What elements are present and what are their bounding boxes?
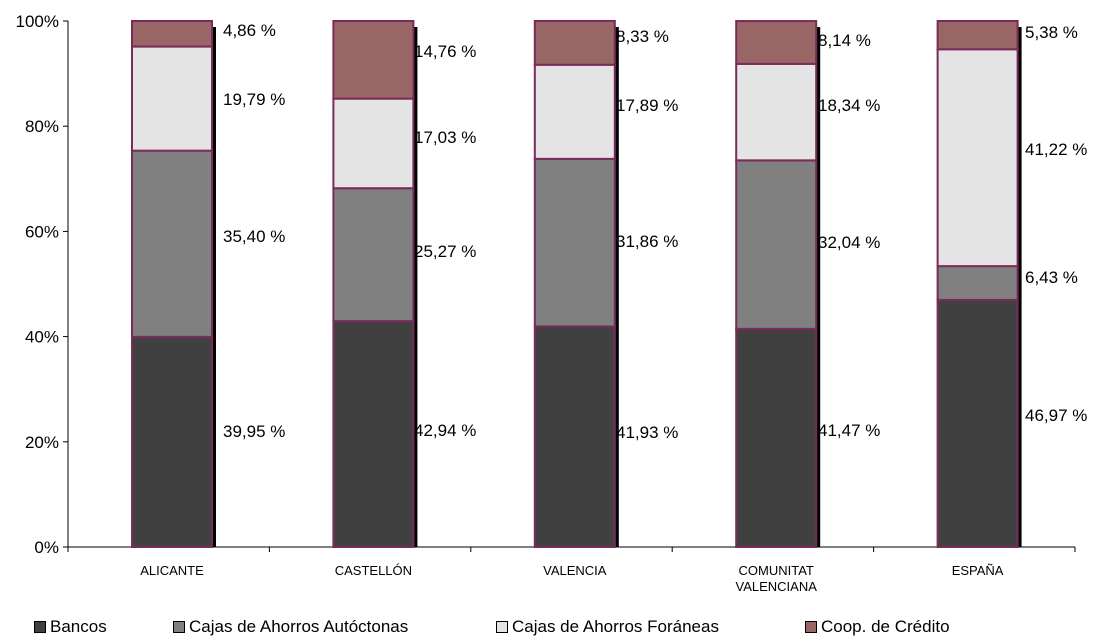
bar-segment (332, 20, 415, 100)
legend-swatch (496, 621, 508, 633)
legend-label: Cajas de Ahorros Foráneas (512, 617, 719, 636)
y-tick-label: 40% (25, 328, 59, 347)
bar-segment (936, 20, 1019, 51)
bar-segment (332, 320, 415, 548)
bar-segment (735, 327, 818, 548)
bar-segment (332, 187, 415, 323)
y-tick-label: 100% (16, 12, 59, 31)
bar-segment (936, 48, 1019, 268)
legend-item: Coop. de Crédito (805, 617, 950, 637)
legend-label: Cajas de Ahorros Autóctonas (189, 617, 409, 636)
bar-shadow (1017, 27, 1022, 547)
bar-shadow (413, 27, 418, 547)
legend-item: Cajas de Ahorros Autóctonas (173, 617, 408, 637)
bar-shadow (212, 27, 216, 547)
y-tick-label: 60% (25, 222, 59, 241)
legend-item: Cajas de Ahorros Foráneas (496, 617, 719, 637)
bar-shadow (614, 27, 619, 547)
data-label: 8,14 % (818, 31, 871, 50)
y-axis: 0% 20% 40% 60% 80% 100% (16, 12, 69, 557)
bar-segment (332, 97, 415, 190)
y-tick-label: 20% (25, 433, 59, 452)
data-label: 17,03 % (414, 128, 476, 147)
bar-segment (131, 149, 213, 338)
data-labels: 39,95 % 42,94 % 41,93 % 41,47 % 46,97 % 35,40… (223, 21, 1087, 442)
legend-swatch (173, 621, 185, 633)
bar-segment (131, 20, 213, 48)
bar-segment (735, 62, 818, 162)
bar-segment (735, 159, 818, 330)
bar-segment (936, 298, 1019, 548)
data-label: 6,43 % (1025, 268, 1078, 287)
data-label: 31,86 % (616, 232, 678, 251)
data-label: 5,38 % (1025, 23, 1078, 42)
x-tick-label: COMUNITAT VALENCIANA (735, 563, 817, 594)
data-label: 46,97 % (1025, 406, 1087, 425)
bar-segment (533, 325, 616, 549)
bar-segment (533, 63, 616, 160)
bar-segment (936, 265, 1019, 301)
data-label: 8,33 % (616, 27, 669, 46)
data-label: 18,34 % (818, 96, 880, 115)
data-label: 41,22 % (1025, 140, 1087, 159)
legend: Bancos Cajas de Ahorros Autóctonas Cajas d… (0, 617, 1095, 639)
data-label: 32,04 % (818, 233, 880, 252)
data-label: 14,76 % (414, 42, 476, 61)
y-tick-label: 80% (25, 117, 59, 136)
data-label: 41,93 % (616, 423, 678, 442)
data-label: 41,47 % (818, 421, 880, 440)
legend-label: Coop. de Crédito (821, 617, 950, 636)
x-tick-label: CASTELLÓN (335, 563, 412, 578)
data-label: 39,95 % (223, 422, 285, 441)
legend-swatch (805, 621, 817, 633)
bar-segment (131, 335, 213, 548)
x-axis: ALICANTE CASTELLÓN VALENCIA COMUNITAT VALENC… (67, 546, 1076, 594)
bar-segment (533, 19, 616, 66)
legend-swatch (34, 621, 46, 633)
bar-shadow (816, 27, 821, 547)
data-label: 35,40 % (223, 227, 285, 246)
x-tick-label: ALICANTE (140, 563, 204, 578)
y-tick-label: 0% (34, 538, 59, 557)
data-label: 4,86 % (223, 21, 276, 40)
legend-label: Bancos (50, 617, 107, 636)
legend-item: Bancos (34, 617, 107, 637)
x-tick-label: VALENCIA (543, 563, 607, 578)
bar-segment (533, 157, 616, 328)
data-label: 42,94 % (414, 421, 476, 440)
data-label: 17,89 % (616, 96, 678, 115)
x-tick-label: ESPAÑA (952, 563, 1004, 578)
data-label: 19,79 % (223, 90, 285, 109)
data-label: 25,27 % (414, 242, 476, 261)
bars (131, 19, 1022, 549)
bar-segment (131, 45, 213, 152)
bar-segment (735, 20, 818, 65)
